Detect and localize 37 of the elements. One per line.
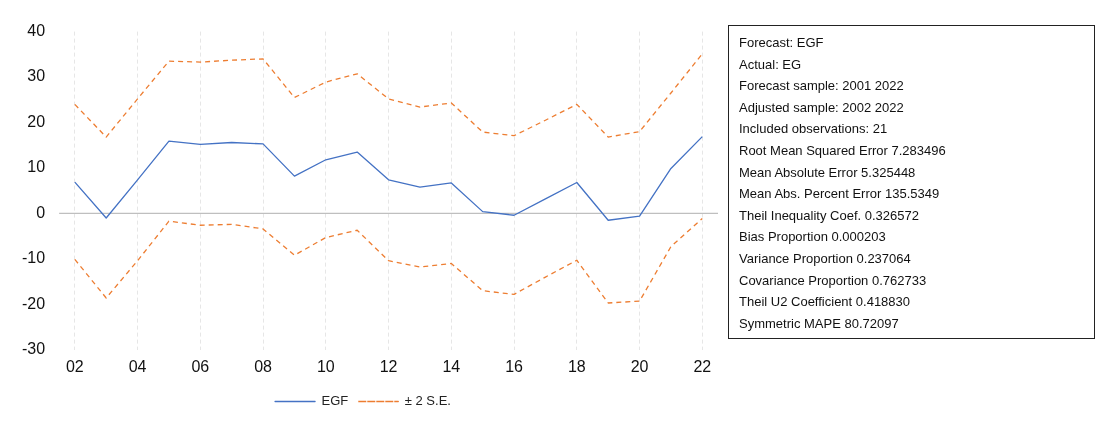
x-tick-label: 12 [379, 357, 398, 375]
text: Theil Inequality Coef. 0.326572 [739, 206, 920, 225]
y-tick-label: 20 [27, 112, 46, 130]
line-series [74, 217, 703, 304]
line-series [74, 53, 703, 138]
text: Mean Absolute Error 5.325448 [739, 163, 917, 182]
text: Forecast: EGF [739, 34, 825, 52]
text: Symmetric MAPE 80.72097 [739, 314, 900, 333]
text: Theil U2 Coefficient 0.418830 [739, 293, 912, 312]
x-tick-label: 04 [128, 357, 147, 375]
text: Covariance Proportion 0.762733 [739, 271, 928, 290]
text: Root Mean Squared Error 7.283496 [739, 141, 947, 160]
x-tick-label: 14 [442, 357, 461, 375]
x-tick-label: 22 [693, 357, 712, 375]
text: Bias Proportion 0.000203 [739, 228, 887, 247]
text: Variance Proportion 0.237064 [739, 249, 912, 268]
y-tick-label: 40 [27, 22, 46, 40]
x-tick-label: 16 [505, 357, 524, 375]
y-tick-label: 30 [27, 67, 46, 85]
y-tick-label: -30 [22, 340, 46, 358]
x-tick-label: 10 [316, 357, 335, 375]
x-tick-label: 18 [567, 357, 586, 375]
x-tick-label: 06 [191, 357, 210, 375]
text: Included observations: 21 [739, 120, 889, 139]
x-tick-label: 08 [254, 357, 273, 375]
y-tick-label: 10 [27, 158, 46, 176]
y-tick-label: -20 [22, 294, 46, 312]
y-tick-label: 0 [36, 203, 46, 221]
y-tick-label: -10 [22, 249, 46, 267]
legend-label: ± 2 S.E. [404, 393, 451, 409]
legend-label: EGF [321, 393, 349, 409]
text: Mean Abs. Percent Error 135.5349 [739, 185, 941, 204]
text: Actual: EG [739, 55, 803, 74]
text: Forecast sample: 2001 2022 [739, 77, 905, 96]
x-tick-label: 20 [630, 357, 649, 375]
text: Adjusted sample: 2002 2022 [739, 98, 905, 117]
x-tick-label: 02 [65, 357, 84, 375]
